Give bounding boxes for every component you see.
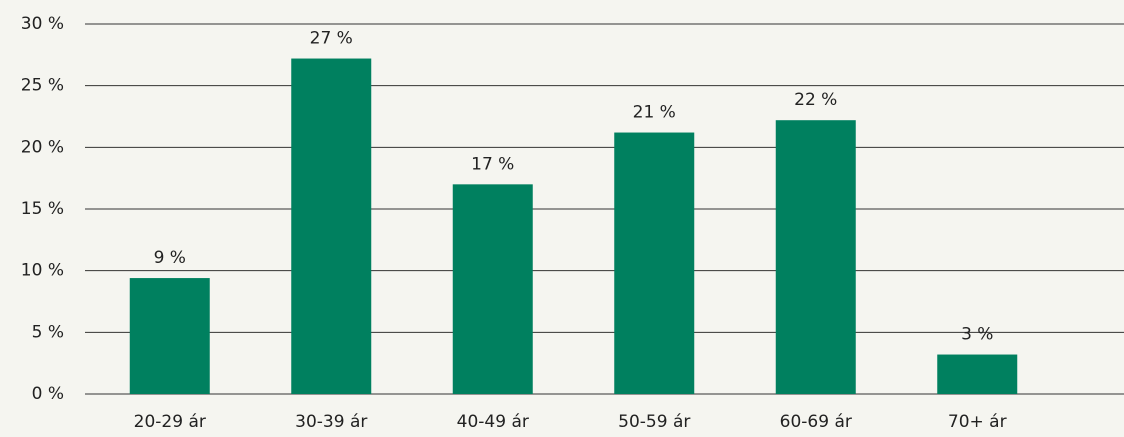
bar (129, 278, 210, 394)
bar (614, 132, 695, 395)
value-label: 3 % (961, 325, 993, 345)
bar (291, 58, 372, 395)
x-tick-label: 70+ ár (948, 412, 1007, 432)
y-tick-label: 15 % (21, 199, 64, 219)
y-tick-label: 25 % (21, 76, 64, 96)
y-tick-label: 5 % (32, 322, 64, 342)
bar (937, 354, 1018, 394)
x-tick-label: 40-49 ár (457, 412, 529, 432)
x-tick-label: 30-39 ár (295, 412, 367, 432)
value-label: 22 % (794, 90, 837, 110)
y-tick-label: 20 % (21, 137, 64, 157)
y-tick-label: 0 % (32, 384, 64, 404)
value-label: 21 % (633, 103, 676, 123)
y-tick-label: 30 % (21, 14, 64, 34)
value-label: 17 % (471, 154, 514, 174)
x-tick-label: 50-59 ár (618, 412, 690, 432)
bar (775, 120, 856, 394)
x-tick-label: 60-69 ár (780, 412, 852, 432)
bar (452, 184, 533, 394)
value-label: 9 % (154, 248, 186, 268)
x-tick-label: 20-29 ár (134, 412, 206, 432)
value-label: 27 % (310, 29, 353, 49)
y-tick-label: 10 % (21, 261, 64, 281)
